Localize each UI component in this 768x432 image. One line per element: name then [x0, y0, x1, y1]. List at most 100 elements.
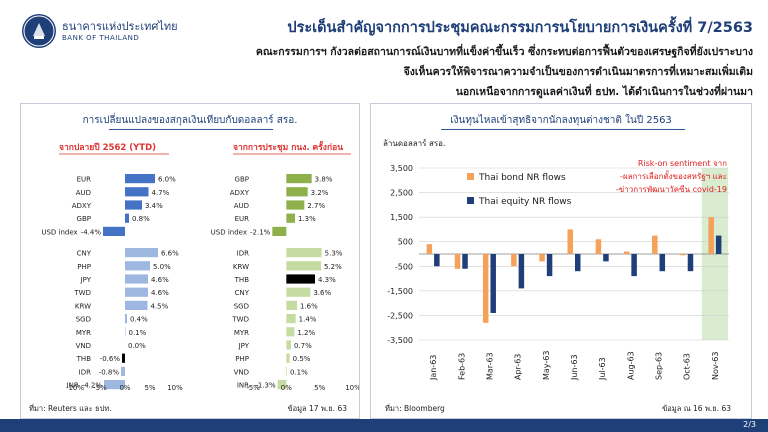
- bar: [125, 213, 129, 223]
- value-label: 5.0%: [153, 263, 171, 271]
- category-label: USD index: [211, 228, 247, 236]
- bank-name-th: ธนาคารแห่งประเทศไทย: [62, 20, 178, 33]
- category-label: USD index: [41, 228, 77, 236]
- value-label: -0.6%: [100, 355, 121, 363]
- value-label: 3.2%: [311, 189, 329, 197]
- value-label: 2.7%: [307, 202, 325, 210]
- bar: [286, 314, 296, 324]
- bar: [286, 340, 291, 350]
- bar-equity: [715, 235, 722, 254]
- category-label: SGD: [76, 316, 91, 324]
- value-label: 4.7%: [152, 189, 170, 197]
- x-tick-label: 0%: [119, 384, 130, 392]
- value-label: 3.8%: [315, 176, 333, 184]
- category-label: ADXY: [72, 202, 92, 210]
- x-tick-label: Jul-63: [598, 357, 607, 381]
- bar-bond: [567, 229, 573, 254]
- bar: [122, 353, 125, 363]
- value-label: 1.2%: [297, 329, 315, 337]
- value-label: 0.1%: [129, 329, 147, 337]
- bar-bond: [482, 254, 489, 323]
- right-source: ที่มา: Bloomberg: [385, 404, 445, 413]
- x-tick-label: 5%: [314, 384, 325, 392]
- category-label: PHP: [235, 355, 249, 363]
- category-label: CNY: [235, 289, 250, 297]
- x-tick-label: 10%: [167, 384, 183, 392]
- category-label: VND: [234, 368, 249, 376]
- category-label: INR: [67, 382, 79, 390]
- page-title: ประเด็นสำคัญจากการประชุมคณะกรรมการนโยบาย…: [287, 20, 753, 36]
- bar: [277, 380, 287, 390]
- subtitle-line-3: นอกเหนือจากการดูแลค่าเงินที่ ธปท. ได้ดำเ…: [455, 86, 753, 98]
- bar: [125, 287, 148, 297]
- value-label: 0.0%: [128, 342, 146, 350]
- bar-bond: [454, 254, 461, 269]
- value-label: 3.4%: [145, 202, 163, 210]
- bar-bond: [708, 217, 714, 254]
- bot-emblem-icon: [23, 15, 55, 47]
- x-tick-label: Oct-63: [683, 353, 692, 380]
- bar: [286, 213, 295, 223]
- bar: [125, 200, 142, 210]
- bar: [125, 187, 149, 197]
- right-data-date: ข้อมูล ณ 16 พ.ย. 63: [662, 404, 731, 413]
- bar: [125, 248, 158, 258]
- value-label: -4.4%: [81, 228, 102, 236]
- x-tick-label: 0%: [281, 384, 292, 392]
- x-tick-label: Jan-63: [429, 355, 438, 381]
- left-panel-title: การเปลี่ยนแปลงของสกุลเงินเทียบกับดอลลาร์…: [82, 115, 298, 126]
- category-label: IDR: [79, 368, 91, 376]
- bar: [286, 274, 315, 284]
- capital-flows-chart: ล้านดอลลาร์ สรอ. 3,500 2,500 1,500 500 -500 -1…: [383, 138, 729, 381]
- right-title-underline: [441, 129, 685, 130]
- capital-flows-panel: เงินทุนไหลเข้าสุทธิจากนักลงทุนต่างชาติ ใ…: [370, 103, 752, 419]
- annotation-text: -ข่าวการพัฒนาวัคซีน covid-19: [616, 185, 727, 194]
- category-label: SGD: [234, 302, 249, 310]
- category-label: VND: [76, 342, 91, 350]
- bar-bond: [426, 244, 433, 254]
- value-label: -4.2%: [82, 382, 103, 390]
- category-label: AUD: [76, 189, 91, 197]
- category-label: MYR: [234, 329, 249, 337]
- x-tick-label: 10%: [345, 384, 359, 392]
- legend-swatch-equity: [467, 197, 474, 204]
- left-data-date: ข้อมูล 17 พ.ย. 63: [287, 404, 347, 413]
- bar: [286, 366, 287, 376]
- x-tick-label: -5%: [246, 384, 260, 392]
- legend-label: Thai equity NR flows: [478, 197, 572, 207]
- bar-equity: [490, 254, 496, 313]
- category-label: MYR: [76, 329, 91, 337]
- y-tick-label: 2,500: [390, 189, 413, 198]
- category-label: TWD: [73, 289, 91, 297]
- category-label: TWD: [231, 316, 249, 324]
- value-label: 4.6%: [151, 289, 169, 297]
- y-axis-label: ล้านดอลลาร์ สรอ.: [383, 138, 446, 148]
- bar: [286, 327, 295, 337]
- bar-equity: [603, 254, 609, 262]
- x-tick-label: Feb-63: [457, 353, 466, 380]
- value-label: 5.3%: [325, 250, 343, 258]
- annotation-text: -ผลการเลือกตั้งของสหรัฐฯ และ: [620, 170, 727, 181]
- value-label: 1.3%: [298, 215, 316, 223]
- value-label: 3.6%: [313, 289, 331, 297]
- x-tick-label: -5%: [93, 384, 107, 392]
- category-label: EUR: [235, 215, 250, 223]
- category-label: ADXY: [230, 189, 250, 197]
- chart-subtitle: จากการประชุม กนง. ครั้งก่อน: [233, 140, 343, 153]
- subtitle-line-1: คณะกรรมการฯ กังวลต่อสถานการณ์เงินบาทที่แ…: [255, 46, 753, 58]
- bar-bond: [623, 251, 630, 254]
- y-tick-label: 1,500: [390, 213, 413, 222]
- x-tick-label: Apr-63: [514, 354, 523, 380]
- y-tick-label: 500: [398, 238, 413, 247]
- bar-equity: [546, 254, 553, 277]
- page-number: 2/3: [743, 420, 756, 429]
- value-label: 0.4%: [130, 316, 148, 324]
- bar: [125, 314, 127, 324]
- bar: [125, 327, 126, 337]
- annotation-text: Risk-on sentiment จาก: [638, 159, 727, 168]
- value-label: 4.6%: [151, 276, 169, 284]
- value-label: 0.8%: [132, 215, 150, 223]
- y-tick-label: 3,500: [390, 164, 413, 173]
- bar: [125, 274, 148, 284]
- bar-bond: [539, 254, 545, 262]
